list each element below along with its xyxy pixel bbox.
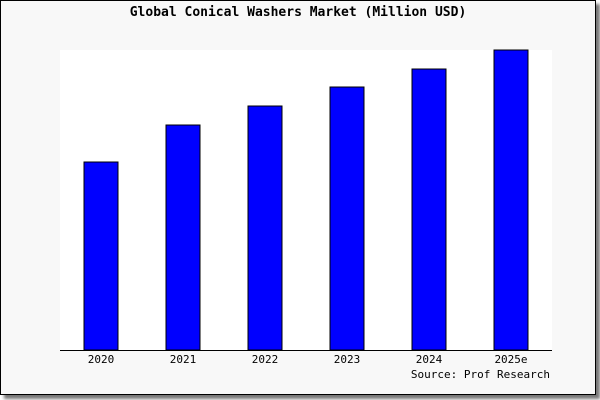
chart-title: Global Conical Washers Market (Million U… [129,5,467,20]
bar-2025e [493,49,529,351]
x-tick-label: 2021 [170,353,197,366]
x-tick-label: 2023 [334,353,361,366]
x-tick-label: 2022 [252,353,279,366]
bar-2024 [411,68,447,351]
x-tick-label: 2025e [494,353,527,366]
x-tick-label: 2024 [416,353,443,366]
bar-2021 [165,124,201,351]
bar-2023 [329,86,365,351]
x-tick-label: 2020 [88,353,115,366]
source-note: Source: Prof Research [410,368,550,381]
plot-area [60,50,552,350]
bar-2020 [83,161,119,351]
bar-2022 [247,105,283,351]
